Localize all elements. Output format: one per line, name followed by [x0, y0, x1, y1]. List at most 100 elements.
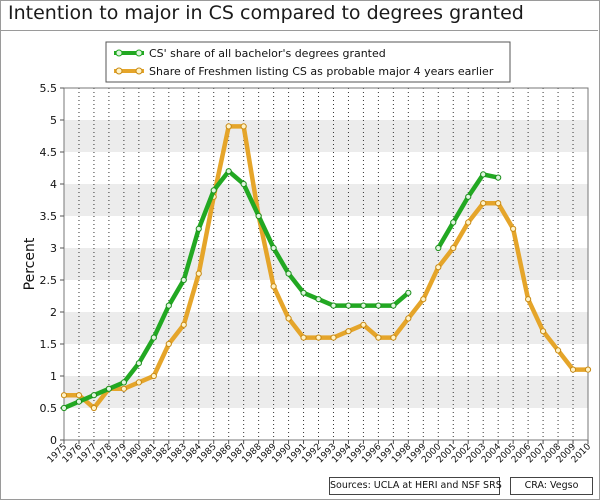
legend-swatch-degrees-marker: [115, 49, 123, 57]
data-point-freshmen: [450, 244, 457, 252]
data-point-freshmen: [510, 225, 517, 232]
title-divider: [0, 30, 598, 31]
legend-swatch-freshmen-marker: [115, 67, 123, 75]
data-point-freshmen: [90, 404, 98, 412]
y-tick-label: 2.5: [40, 274, 58, 287]
data-point-freshmen: [285, 315, 292, 322]
y-tick-label: 1: [50, 370, 57, 383]
data-point-freshmen: [569, 366, 577, 373]
data-point-degrees: [195, 225, 202, 232]
data-point-degrees: [150, 334, 157, 341]
legend-label-degrees: CS' share of all bachelor's degrees gran…: [149, 47, 386, 60]
data-point-degrees: [240, 180, 247, 188]
data-point-degrees: [285, 270, 292, 277]
data-point-freshmen: [390, 334, 397, 341]
data-point-degrees: [120, 379, 127, 386]
data-point-freshmen: [60, 392, 68, 399]
data-point-freshmen: [195, 270, 202, 277]
background-bands: [64, 120, 588, 408]
data-point-degrees: [435, 244, 442, 252]
y-tick-label: 4: [50, 178, 57, 191]
data-point-freshmen: [420, 296, 427, 303]
legend-swatch-degrees-marker: [135, 49, 143, 57]
sources-note: Sources: UCLA at HERI and NSF SRS: [329, 477, 502, 495]
legend-box: [105, 41, 511, 83]
data-point-freshmen: [375, 334, 382, 341]
data-point-freshmen: [120, 385, 127, 392]
data-point-degrees: [135, 360, 142, 367]
y-axis-label: Percent: [22, 237, 38, 290]
y-tick-label: 4.5: [40, 146, 58, 159]
data-point-degrees: [450, 219, 457, 226]
data-point-degrees: [465, 193, 472, 200]
data-point-freshmen: [525, 296, 532, 303]
grid-band: [64, 248, 588, 280]
y-tick-label: 5: [50, 114, 57, 127]
y-tick-label: 0: [50, 434, 57, 447]
data-point-freshmen: [435, 264, 442, 271]
data-point-degrees: [105, 385, 113, 392]
y-tick-label: 5.5: [40, 82, 58, 95]
data-point-degrees: [210, 187, 217, 194]
data-point-degrees: [375, 302, 382, 309]
data-point-degrees: [300, 289, 307, 296]
data-point-degrees: [405, 289, 412, 296]
data-point-freshmen: [225, 123, 232, 130]
data-point-freshmen: [495, 200, 502, 207]
y-tick-label: 3.5: [40, 210, 58, 223]
data-point-degrees: [75, 398, 83, 405]
y-tick-label: 0.5: [40, 402, 58, 415]
data-point-degrees: [90, 392, 98, 399]
x-axis-ticks: 1975197619771978197919801981198219831984…: [46, 440, 593, 465]
y-axis-ticks: 0 0.5 1 1.5 2 2.5 3 3.5 4 4.5 5 5.5: [40, 82, 64, 447]
data-point-freshmen: [360, 321, 367, 328]
data-point-freshmen: [240, 123, 247, 130]
series-freshmen: [60, 123, 592, 412]
data-point-degrees: [345, 302, 352, 309]
series-layer: [60, 123, 592, 412]
data-point-degrees: [360, 302, 367, 309]
data-point-freshmen: [539, 328, 547, 335]
data-point-freshmen: [150, 372, 157, 380]
plot-area: [63, 87, 589, 441]
data-point-degrees: [330, 302, 337, 309]
data-point-degrees: [495, 174, 502, 181]
y-tick-label: 1.5: [40, 338, 58, 351]
data-point-freshmen: [270, 283, 277, 290]
data-point-freshmen: [135, 379, 142, 386]
data-point-freshmen: [405, 315, 412, 322]
data-point-freshmen: [330, 334, 337, 341]
legend: CS' share of all bachelor's degrees gran…: [105, 41, 511, 83]
data-point-degrees: [480, 171, 487, 178]
grid-band: [64, 376, 588, 408]
grid-band: [64, 184, 588, 216]
grid-band: [64, 120, 588, 152]
data-point-freshmen: [584, 366, 592, 373]
data-point-degrees: [315, 296, 322, 303]
data-point-degrees: [180, 276, 187, 284]
data-point-freshmen: [180, 321, 187, 328]
data-point-degrees: [60, 404, 68, 412]
data-point-freshmen: [315, 334, 322, 341]
data-point-freshmen: [480, 200, 487, 207]
data-point-freshmen: [345, 328, 352, 335]
vertical-gridlines: [78, 88, 574, 440]
data-point-degrees: [255, 212, 262, 220]
y-tick-label: 2: [50, 306, 57, 319]
series-degrees: [60, 168, 502, 412]
data-point-freshmen: [465, 219, 472, 226]
credit-note: CRA: Vegso: [510, 477, 593, 495]
data-point-degrees: [165, 302, 172, 309]
legend-swatch-freshmen-marker: [135, 67, 143, 75]
data-point-freshmen: [165, 340, 172, 348]
chart-title: Intention to major in CS compared to deg…: [8, 2, 524, 24]
data-point-freshmen: [300, 334, 307, 341]
y-tick-label: 3: [50, 242, 57, 255]
data-point-freshmen: [554, 347, 562, 354]
legend-label-freshmen: Share of Freshmen listing CS as probable…: [149, 65, 494, 78]
data-point-degrees: [390, 302, 397, 309]
data-point-freshmen: [75, 392, 83, 399]
data-point-degrees: [225, 168, 232, 175]
data-point-degrees: [270, 244, 277, 252]
